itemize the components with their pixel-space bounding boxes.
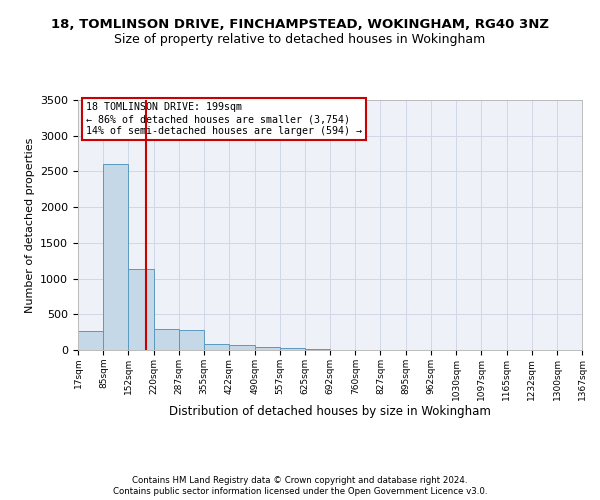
Text: Size of property relative to detached houses in Wokingham: Size of property relative to detached ho… [115, 32, 485, 46]
Text: Contains HM Land Registry data © Crown copyright and database right 2024.: Contains HM Land Registry data © Crown c… [132, 476, 468, 485]
Bar [103, 164, 128, 350]
Bar [254, 347, 280, 350]
Bar [179, 330, 204, 350]
Y-axis label: Number of detached properties: Number of detached properties [25, 138, 35, 312]
Bar [128, 270, 154, 350]
Bar [204, 344, 229, 350]
Text: 18, TOMLINSON DRIVE, FINCHAMPSTEAD, WOKINGHAM, RG40 3NZ: 18, TOMLINSON DRIVE, FINCHAMPSTEAD, WOKI… [51, 18, 549, 30]
Bar [154, 330, 179, 350]
X-axis label: Distribution of detached houses by size in Wokingham: Distribution of detached houses by size … [169, 406, 491, 418]
Text: Contains public sector information licensed under the Open Government Licence v3: Contains public sector information licen… [113, 488, 487, 496]
Text: 18 TOMLINSON DRIVE: 199sqm
← 86% of detached houses are smaller (3,754)
14% of s: 18 TOMLINSON DRIVE: 199sqm ← 86% of deta… [86, 102, 362, 136]
Bar [280, 348, 305, 350]
Bar [78, 330, 103, 350]
Bar [229, 346, 254, 350]
